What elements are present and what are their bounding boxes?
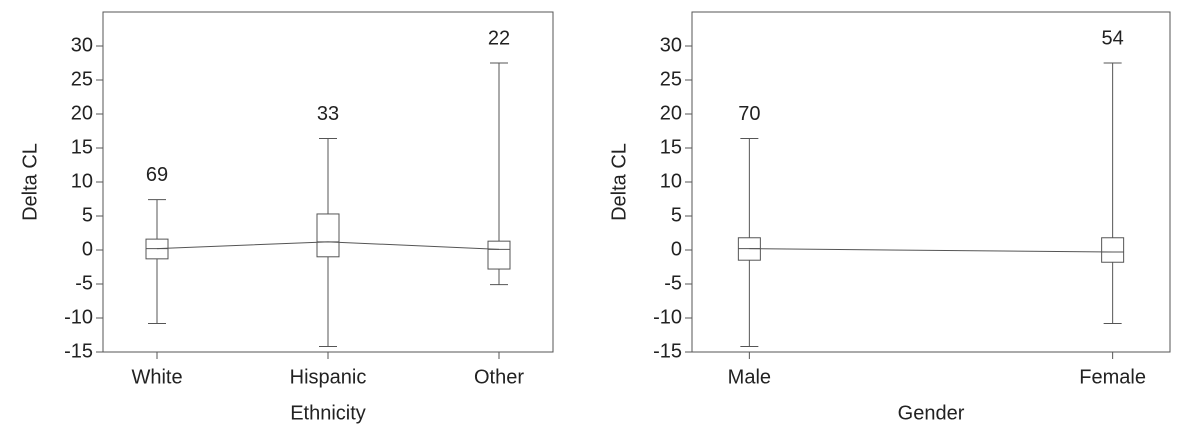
- median-line: [749, 248, 1113, 253]
- y-tick-label: -10: [64, 306, 93, 328]
- y-tick-label: -15: [64, 340, 93, 362]
- median-line: [156, 241, 500, 250]
- y-axis-label: Delta CL: [608, 143, 630, 221]
- y-tick-label: -10: [653, 306, 682, 328]
- y-tick-label: -15: [653, 340, 682, 362]
- y-tick-label: 0: [82, 238, 93, 260]
- x-axis-label: Gender: [898, 402, 965, 424]
- x-tick-label: White: [131, 366, 182, 388]
- plot-frame: [691, 11, 1171, 353]
- count-label: 70: [738, 103, 760, 125]
- y-tick-label: 20: [71, 102, 93, 124]
- y-tick-label: 25: [660, 68, 682, 90]
- y-tick-label: -5: [664, 272, 682, 294]
- y-tick-label: 15: [660, 136, 682, 158]
- y-tick-label: 0: [671, 238, 682, 260]
- box: [487, 240, 511, 270]
- box: [1101, 237, 1125, 263]
- x-tick-label: Male: [728, 366, 771, 388]
- y-tick-label: 5: [671, 204, 682, 226]
- y-tick-label: 30: [71, 34, 93, 56]
- y-tick-label: 20: [660, 102, 682, 124]
- x-tick-label: Other: [474, 366, 524, 388]
- count-label: 22: [488, 27, 510, 49]
- y-tick-label: 30: [660, 34, 682, 56]
- x-tick-label: Hispanic: [290, 366, 367, 388]
- y-tick-label: 5: [82, 204, 93, 226]
- y-tick-label: -5: [75, 272, 93, 294]
- count-label: 69: [146, 164, 168, 186]
- x-tick-label: Female: [1079, 366, 1146, 388]
- y-tick-label: 25: [71, 68, 93, 90]
- count-label: 54: [1102, 27, 1124, 49]
- y-tick-label: 10: [660, 170, 682, 192]
- x-axis-label: Ethnicity: [290, 402, 366, 424]
- y-tick-label: 15: [71, 136, 93, 158]
- y-tick-label: 10: [71, 170, 93, 192]
- y-axis-label: Delta CL: [19, 143, 41, 221]
- count-label: 33: [317, 103, 339, 125]
- box: [316, 213, 340, 258]
